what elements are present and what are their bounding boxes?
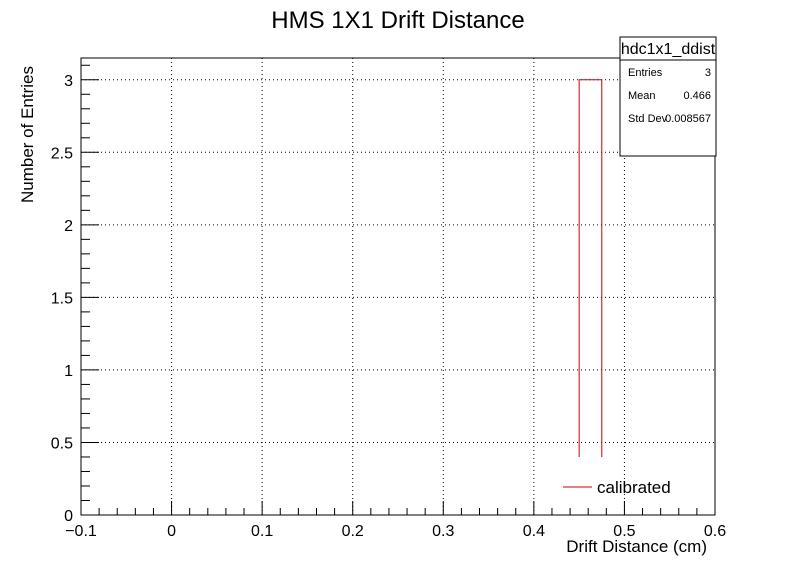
data-layer — [578, 79, 603, 457]
stats-mean-label: Mean — [628, 90, 656, 102]
stats-entries-label: Entries — [628, 67, 663, 79]
x-tick-label: 0.3 — [432, 523, 454, 540]
x-tick-label: 0.5 — [613, 523, 635, 540]
y-tick-label: 1 — [64, 363, 73, 380]
x-tick-label: 0.2 — [342, 523, 364, 540]
stats-box-name: hdc1x1_ddist — [621, 41, 716, 58]
chart-title: HMS 1X1 Drift Distance — [271, 7, 524, 34]
y-tick-label: 0.5 — [51, 435, 73, 452]
legend-label-calibrated: calibrated — [597, 478, 671, 497]
y-tick-label: 0 — [64, 508, 73, 525]
x-tick-label: 0 — [167, 523, 176, 540]
x-tick-label: 0.1 — [251, 523, 273, 540]
histogram-bin — [578, 79, 603, 457]
x-tick-label: 0.6 — [704, 523, 726, 540]
y-axis-title: Number of Entries — [18, 66, 37, 203]
y-tick-label: 1.5 — [51, 290, 73, 307]
y-tick-label: 2 — [64, 218, 73, 235]
stats-box-frame — [619, 36, 717, 157]
x-axis-title: Drift Distance (cm) — [566, 537, 707, 556]
y-tick-label: 2.5 — [51, 145, 73, 162]
stats-mean-value: 0.466 — [683, 90, 711, 102]
y-tick-label: 3 — [64, 73, 73, 90]
stats-entries-value: 3 — [705, 67, 711, 79]
stats-box: hdc1x1_ddist Entries 3 Mean 0.466 Std De… — [619, 36, 717, 157]
x-tick-label: −0.1 — [65, 523, 97, 540]
stats-stddev-value: 0.008567 — [665, 113, 711, 125]
axes: −0.1 0 0.1 0.2 0.3 0.4 0.5 0.600.511.522.53 — [51, 64, 726, 540]
plot-frame — [80, 57, 716, 516]
stats-stddev-label: Std Dev — [628, 113, 668, 125]
legend: calibrated — [563, 478, 671, 497]
x-tick-label: 0.4 — [523, 523, 545, 540]
